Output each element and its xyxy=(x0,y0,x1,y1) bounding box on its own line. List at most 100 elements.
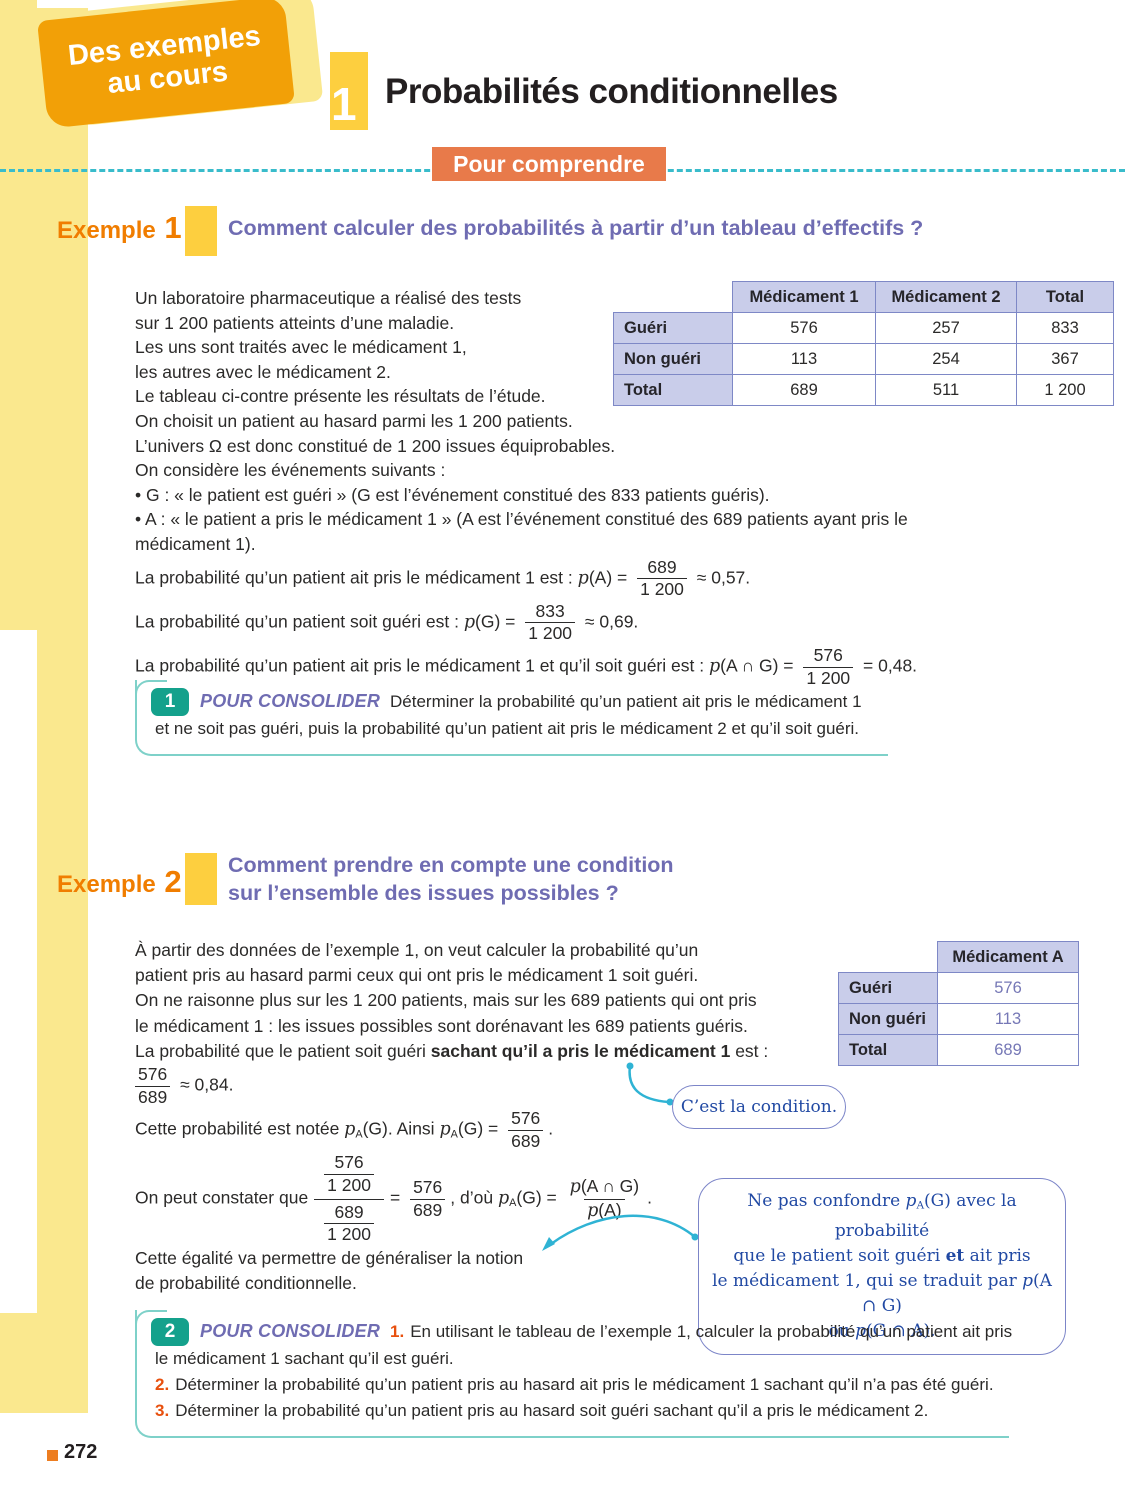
table-header-row: Médicament 1 Médicament 2 Total xyxy=(614,281,1114,313)
chapter-number-square: 1 xyxy=(330,52,368,130)
table-cell: 511 xyxy=(875,374,1017,406)
row-label: Total xyxy=(838,1034,938,1066)
callout-warning: Ne pas confondre pA(G) avec la probabili… xyxy=(698,1178,1066,1355)
table-cell: 833 xyxy=(1016,312,1114,344)
consolider-text: Déterminer la probabilité qu’un patient … xyxy=(175,1375,994,1394)
table-cell: 257 xyxy=(875,312,1017,344)
item-number: 1. xyxy=(390,1322,405,1341)
paragraph-line: sur 1 200 patients atteints d’une maladi… xyxy=(135,312,455,333)
table-header-cell: Médicament 1 xyxy=(732,281,876,313)
probability-line-pG: La probabilité qu’un patient soit guéri … xyxy=(135,600,639,644)
result-fraction-line: 576 689 ≈ 0,84. xyxy=(135,1064,895,1108)
example1-heading: Comment calculer des probabilités à part… xyxy=(228,216,924,240)
consolider-number-badge: 2 xyxy=(151,1318,189,1346)
probability-line-pAG: La probabilité qu’un patient ait pris le… xyxy=(135,644,918,688)
consolider-text: Déterminer la probabilité qu’un patient … xyxy=(175,1401,929,1420)
table-row: Non guéri 113 254 367 xyxy=(613,343,1114,375)
row-label: Total xyxy=(613,374,733,406)
warning-arrow-icon xyxy=(542,1214,699,1251)
consolider-number-badge: 1 xyxy=(151,688,189,716)
paragraph-line: L’univers Ω est donc constitué de 1 200 … xyxy=(135,435,616,456)
fraction: 576 1 200 xyxy=(803,645,854,688)
paragraph-line: le médicament 1 : les issues possibles s… xyxy=(135,1015,748,1036)
constater-line: On peut constater que 576 1 200 689 1 200 = 5… xyxy=(135,1152,652,1245)
table-row: Guéri 576 257 833 xyxy=(613,312,1114,344)
paragraph-line: patient pris au hasard parmi ceux qui on… xyxy=(135,965,699,986)
sachant-line: La probabilité que le patient soit guéri… xyxy=(135,1040,769,1061)
paragraph-line: On ne raisonne plus sur les 1 200 patien… xyxy=(135,990,757,1011)
paragraph-line: • A : « le patient a pris le médicament … xyxy=(135,509,908,530)
example2-heading: Comment prendre en compte une condition … xyxy=(228,853,674,905)
probability-line-pA: La probabilité qu’un patient ait pris le… xyxy=(135,556,751,600)
fraction: 833 1 200 xyxy=(525,601,576,644)
notation-line: Cette probabilité est notée pA(G). Ainsi… xyxy=(135,1108,554,1151)
example1-paragraph: Un laboratoire pharmaceutique a réalisé … xyxy=(135,286,1025,689)
chapter-number: 1 xyxy=(331,78,357,131)
paragraph-line: • G : « le patient est guéri » (G est l’… xyxy=(135,484,770,505)
table-row: Non guéri 113 xyxy=(838,1003,1079,1035)
fraction: 576 689 xyxy=(410,1177,446,1220)
table-header-row: Médicament A xyxy=(839,941,1079,973)
table-cell: 576 xyxy=(732,312,876,344)
medicament-a-table: Médicament A Guéri 576 Non guéri 113 Tot… xyxy=(838,941,1079,1066)
example1-yellow-square xyxy=(185,206,217,256)
table-cell: 1 200 xyxy=(1016,374,1114,406)
banner-pour-comprendre: Pour comprendre xyxy=(432,147,666,181)
item-number: 2. xyxy=(155,1375,170,1394)
closing-line: Cette égalité va permettre de généralise… xyxy=(135,1247,524,1268)
callout-condition: C’est la condition. xyxy=(672,1085,846,1129)
consolider-text: En utilisant le tableau de l’exemple 1, … xyxy=(410,1322,1013,1341)
table-header-cell: Médicament 2 xyxy=(875,281,1017,313)
example2-paragraph: À partir des données de l’exemple 1, on … xyxy=(135,938,895,1296)
item-number: 3. xyxy=(155,1401,170,1420)
consolider-box-1: 1 POUR CONSOLIDER Déterminer la probabilit… xyxy=(134,680,888,756)
table-header-cell: Médicament A xyxy=(937,941,1079,973)
consolider-text: et ne soit pas guéri, puis la probabilit… xyxy=(155,719,860,738)
consolider-text: Déterminer la probabilité qu’un patient … xyxy=(390,692,862,711)
yellow-band-bottom xyxy=(0,1313,37,1413)
paragraph-line: Le tableau ci-contre présente les résult… xyxy=(135,386,546,407)
yellow-band-main xyxy=(37,8,88,1413)
chapter-title: Probabilités conditionnelles xyxy=(385,72,838,111)
table-cell: 689 xyxy=(732,374,876,406)
consolider-label: POUR CONSOLIDER xyxy=(200,1321,381,1341)
fraction: p(A ∩ G) p(A) xyxy=(569,1175,640,1221)
chapter-badge: Des exemples au cours xyxy=(37,0,295,129)
table-cell: 689 xyxy=(937,1034,1079,1066)
paragraph-line: On considère les événements suivants : xyxy=(135,460,446,481)
example1-number: 1 xyxy=(164,210,182,245)
page-number-bullet-icon xyxy=(47,1450,58,1461)
paragraph-line: Un laboratoire pharmaceutique a réalisé … xyxy=(135,288,522,308)
table-cell: 113 xyxy=(937,1003,1079,1035)
consolider-label: POUR CONSOLIDER xyxy=(200,691,381,711)
nested-fraction: 576 1 200 689 1 200 xyxy=(314,1153,384,1244)
yellow-band-top xyxy=(0,0,37,630)
table-cell: 254 xyxy=(875,343,1017,375)
consolider-box-2: 2 POUR CONSOLIDER 1. En utilisant le tablea… xyxy=(134,1310,1013,1438)
table-cell: 367 xyxy=(1016,343,1114,375)
closing-line: de probabilité conditionnelle. xyxy=(135,1272,357,1293)
row-label: Guéri xyxy=(838,972,938,1004)
paragraph-line: À partir des données de l’exemple 1, on … xyxy=(135,940,699,960)
page-number: 272 xyxy=(64,1441,98,1463)
table-row: Total 689 xyxy=(838,1034,1079,1066)
paragraph-line: On choisit un patient au hasard parmi le… xyxy=(135,410,573,431)
example2-number: 2 xyxy=(164,864,182,899)
condition-arrow-icon xyxy=(626,1062,674,1106)
table-header-cell: Total xyxy=(1016,281,1114,313)
example2-yellow-square xyxy=(185,853,217,905)
paragraph-line: les autres avec le médicament 2. xyxy=(135,361,391,382)
row-label: Guéri xyxy=(613,312,733,344)
consolider-text: le médicament 1 sachant qu’il est guéri. xyxy=(155,1349,454,1368)
table-cell: 113 xyxy=(732,343,876,375)
paragraph-line: médicament 1). xyxy=(135,533,256,554)
example1-label: Exemple 1 xyxy=(57,210,182,245)
table-cell: 576 xyxy=(937,972,1079,1004)
fraction: 689 1 200 xyxy=(637,557,687,600)
fraction: 576 689 xyxy=(135,1064,171,1107)
table-row: Total 689 511 1 200 xyxy=(613,374,1114,406)
fraction: 576 689 xyxy=(508,1109,544,1151)
example2-label: Exemple 2 xyxy=(57,864,182,899)
paragraph-line: Les uns sont traités avec le médicament … xyxy=(135,337,467,358)
